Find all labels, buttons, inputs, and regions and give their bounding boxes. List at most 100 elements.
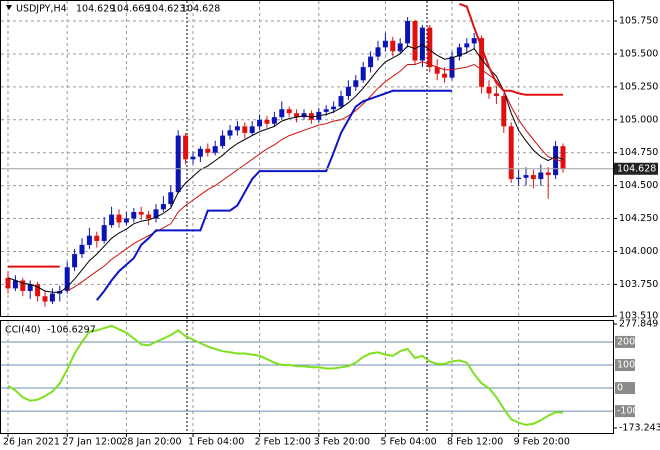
candle-body	[338, 96, 344, 107]
candle-body	[449, 56, 455, 78]
candle-body	[331, 106, 337, 110]
candle-body	[42, 296, 48, 302]
indicator-line	[66, 61, 564, 292]
candle-body	[146, 214, 152, 219]
cci-line	[7, 324, 564, 426]
candle-body	[501, 96, 507, 127]
y-tick-label: -173.2439	[619, 423, 660, 434]
candle-body	[375, 47, 381, 57]
y-tick-label: 104.750	[619, 147, 658, 158]
candle-body	[345, 86, 351, 97]
candle-body	[264, 119, 270, 124]
y-tick-label: 104.500	[619, 180, 658, 191]
candle-body	[486, 86, 492, 94]
x-tick-label: 8 Feb 12:00	[447, 437, 503, 448]
x-tick-label: 2 Feb 12:00	[255, 437, 311, 448]
candle-body	[35, 284, 41, 297]
candle-body	[397, 43, 403, 52]
candle-body	[538, 172, 544, 180]
y-tick-label: 100	[617, 360, 635, 371]
level-box	[615, 335, 635, 348]
symbol: USDJPY,H4	[16, 4, 67, 15]
x-tick-label: 1 Feb 04:00	[188, 437, 244, 448]
candle-body	[427, 27, 433, 68]
candle-body	[175, 135, 181, 193]
candle-body	[301, 113, 307, 118]
candle-body	[442, 73, 448, 78]
quote-high: 104.669	[111, 4, 150, 15]
candle-body	[242, 126, 248, 133]
candle-body	[271, 117, 277, 124]
y-tick-label: 104.250	[619, 213, 658, 224]
y-tick-label: 105.000	[619, 114, 658, 125]
candle-body	[72, 254, 78, 268]
price-tag-label: 104.628	[617, 163, 656, 174]
y-tick-label: 103.510	[619, 311, 658, 322]
y-tick-label: 105.750	[619, 16, 658, 27]
candle-body	[405, 21, 411, 44]
candle-body	[86, 235, 92, 245]
y-tick-label: 104.000	[619, 246, 658, 257]
level-box	[615, 382, 635, 395]
x-tick-label: 26 Jan 2021	[3, 437, 60, 448]
candle-body	[368, 56, 374, 68]
x-tick-label: 27 Jan 12:00	[62, 437, 122, 448]
candle-body	[419, 27, 425, 61]
candle-body	[205, 148, 211, 153]
level-box	[615, 405, 635, 418]
x-tick-label: 3 Feb 20:00	[314, 437, 370, 448]
candle-body	[560, 146, 566, 169]
candle-body	[234, 126, 240, 131]
y-tick-label: 105.250	[619, 81, 658, 92]
candle-body	[479, 38, 485, 87]
candle-body	[434, 67, 440, 74]
candle-body	[323, 109, 329, 112]
candle-body	[279, 109, 285, 118]
candle-body	[508, 126, 514, 180]
candle-body	[412, 21, 418, 61]
candle-body	[101, 225, 107, 241]
candle-body	[183, 135, 189, 160]
cci-panel	[0, 320, 614, 434]
candle-body	[390, 40, 396, 52]
candle-body	[523, 175, 529, 178]
candle-body	[530, 175, 536, 180]
candle-body	[353, 80, 359, 87]
candle-body	[257, 119, 263, 127]
candle-body	[94, 235, 100, 241]
indicator-line	[96, 89, 452, 301]
candle-body	[286, 109, 292, 114]
y-tick-label: 200	[617, 336, 635, 347]
candle-body	[464, 43, 470, 48]
candle-body	[471, 38, 477, 44]
candle-body	[308, 113, 314, 120]
x-tick-label: 5 Feb 04:00	[380, 437, 436, 448]
candle-body	[294, 113, 300, 118]
quote-open: 104.629	[76, 4, 115, 15]
candle-body	[160, 204, 166, 210]
candle-body	[123, 218, 129, 223]
candle-body	[220, 135, 226, 147]
candle-body	[49, 293, 55, 302]
candle-body	[20, 280, 26, 291]
candle-body	[27, 284, 33, 291]
main-panel	[0, 0, 614, 317]
indicator-line	[7, 44, 564, 293]
candle-body	[545, 172, 551, 176]
candle-body	[227, 130, 233, 136]
candle-body	[153, 209, 159, 219]
candle-body	[131, 211, 137, 219]
candle-body	[553, 146, 559, 176]
plot-layer	[1, 1, 613, 433]
x-tick-label: 9 Feb 20:00	[514, 437, 570, 448]
candle-body	[5, 277, 11, 289]
candle-body	[249, 126, 255, 133]
candle-body	[516, 177, 522, 180]
y-tick-label: 105.500	[619, 48, 658, 59]
candle-body	[168, 192, 174, 205]
candle-body	[116, 214, 122, 223]
candle-body	[212, 146, 218, 153]
candle-body	[79, 244, 85, 255]
y-tick-label: 103.750	[619, 279, 658, 290]
